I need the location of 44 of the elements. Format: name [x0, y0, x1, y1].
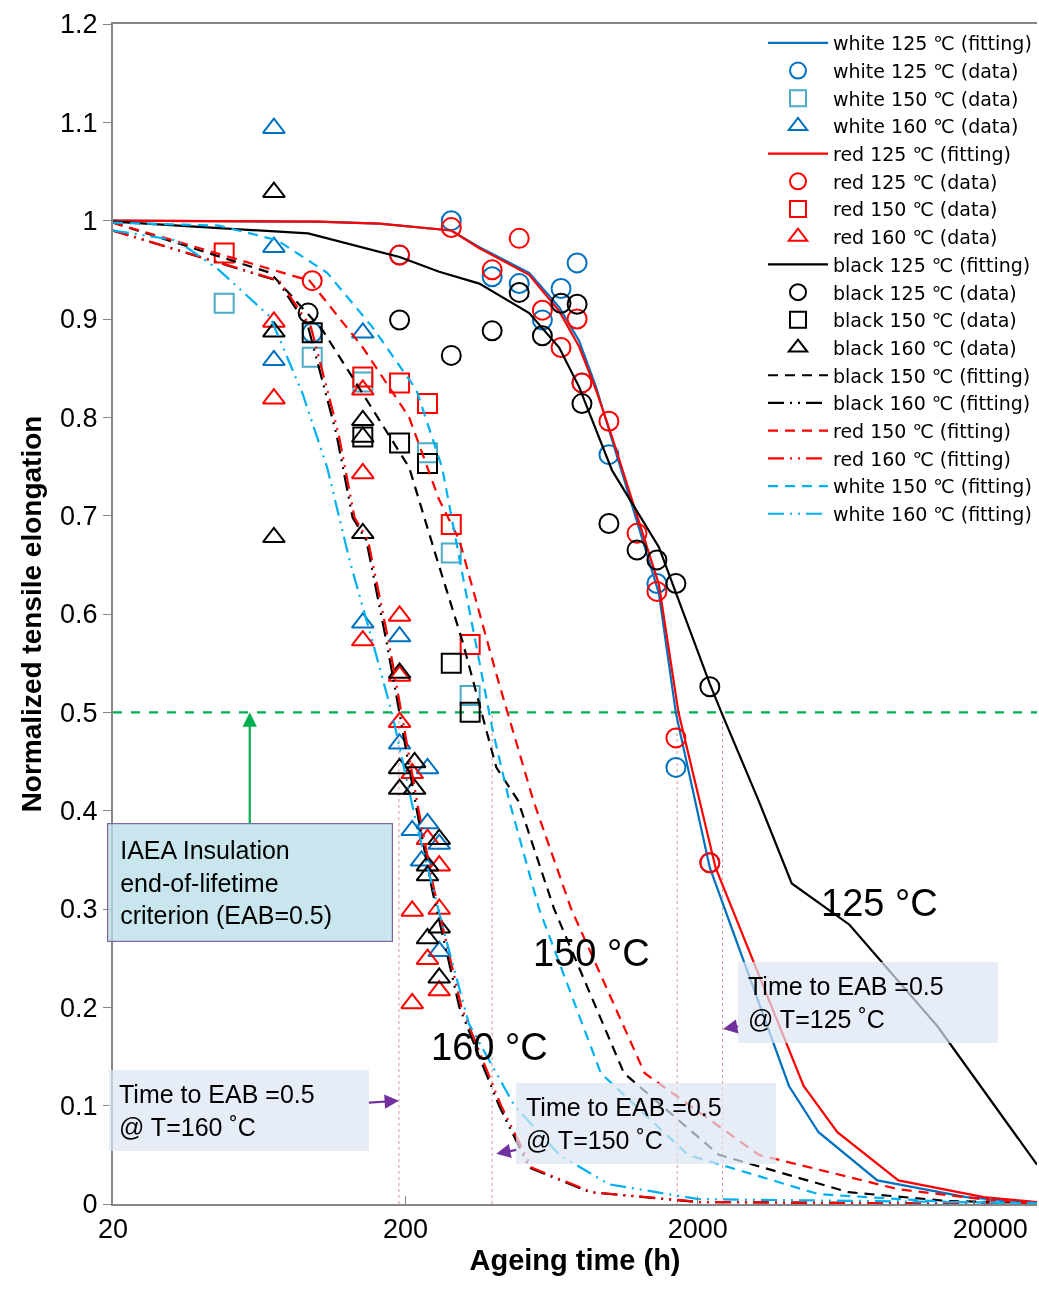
- y-tick-label: 0.5: [60, 697, 98, 728]
- annotation: 150 °C: [533, 932, 650, 974]
- annotation: 125 °C: [821, 882, 938, 924]
- y-tick-label: 0.9: [60, 304, 98, 335]
- x-axis-title: Ageing time (h): [469, 1244, 681, 1277]
- legend-label: black 160 ℃ (fitting): [833, 392, 1031, 415]
- y-tick-label: 0.3: [60, 894, 98, 925]
- legend-label: red 125 ℃ (fitting): [833, 143, 1011, 166]
- legend-label: white 150 ℃ (data): [833, 87, 1019, 110]
- annotation: Time to EAB =0.5 @ T=160 ˚C: [119, 1080, 315, 1141]
- y-tick-label: 1.1: [60, 107, 98, 138]
- legend-label: red 160 ℃ (fitting): [833, 447, 1011, 470]
- legend-label: black 125 ℃ (fitting): [833, 253, 1031, 276]
- legend-label: white 125 ℃ (data): [833, 59, 1019, 82]
- legend-label: black 125 ℃ (data): [833, 281, 1017, 304]
- legend-label: white 160 ℃ (data): [833, 115, 1019, 138]
- y-tick-label: 0.1: [60, 1091, 98, 1122]
- legend-label: white 160 ℃ (fitting): [833, 503, 1032, 526]
- x-tick-label: 20000: [952, 1214, 1028, 1245]
- y-tick-label: 0: [82, 1189, 98, 1220]
- y-tick-label: 0.2: [60, 992, 98, 1023]
- legend-label: white 150 ℃ (fitting): [833, 475, 1032, 498]
- annotation: 160 °C: [431, 1026, 548, 1068]
- legend-label: black 150 ℃ (fitting): [833, 364, 1031, 387]
- legend-label: red 150 ℃ (fitting): [833, 420, 1011, 443]
- y-tick-label: 0.6: [60, 599, 98, 630]
- legend-label: red 150 ℃ (data): [833, 198, 998, 221]
- y-tick-label: 0.7: [60, 501, 98, 532]
- y-tick-label: 1: [82, 206, 98, 237]
- annotation: IAEA Insulation end-of-lifetime criterion (EAB=0.5): [120, 836, 333, 930]
- legend-label: red 125 ℃ (data): [833, 170, 998, 193]
- x-tick-label: 20: [97, 1214, 129, 1245]
- y-axis-title: Normalized tensile elongation: [16, 415, 48, 813]
- annotation: Time to EAB =0.5 @ T=125 ˚C: [748, 972, 944, 1033]
- x-tick-label: 2000: [667, 1214, 728, 1245]
- y-tick-label: 0.8: [60, 402, 98, 433]
- x-tick-label: 200: [382, 1214, 428, 1245]
- y-tick-label: 1.2: [60, 9, 98, 40]
- y-tick-label: 0.4: [60, 796, 98, 827]
- legend-label: red 160 ℃ (data): [833, 226, 998, 249]
- legend-label: white 125 ℃ (fitting): [833, 32, 1032, 55]
- annotation: Time to EAB =0.5 @ T=150 ˚C: [526, 1093, 722, 1154]
- legend-label: black 150 ℃ (data): [833, 309, 1017, 332]
- legend-label: black 160 ℃ (data): [833, 336, 1017, 359]
